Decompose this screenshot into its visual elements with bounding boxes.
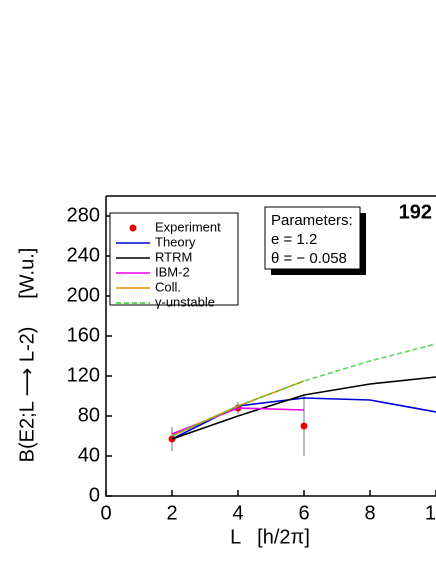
x-tick-label: 10 [425, 502, 436, 524]
y-tick-label: 80 [78, 404, 100, 426]
x-tick-label: 0 [100, 502, 111, 524]
legend-label: γ-unstable [155, 294, 215, 309]
axes [105, 196, 436, 497]
y-tick-label: 200 [67, 284, 100, 306]
x-tick-label: 6 [298, 502, 309, 524]
legend-label: Coll. [155, 279, 181, 294]
legend-label: Theory [155, 234, 196, 249]
x-tick-label: 4 [232, 502, 243, 524]
param-box [264, 206, 361, 270]
y-tick-label: 0 [89, 484, 100, 506]
param-text: Parameters: [271, 212, 353, 229]
x-tick-label: 2 [166, 502, 177, 524]
y-tick-label: 40 [78, 444, 100, 466]
y-tick-label: 160 [67, 324, 100, 346]
y-tick-label: 240 [67, 244, 100, 266]
legend-label: RTRM [155, 249, 192, 264]
data-point [300, 422, 308, 430]
legend-symbol [129, 224, 137, 232]
legend-label: Experiment [155, 219, 221, 234]
legend-label: IBM-2 [155, 264, 190, 279]
param-text: θ = − 0.058 [271, 250, 347, 267]
param-text: e = 1.2 [271, 231, 317, 248]
line-series [171, 343, 436, 437]
x-axis-label: L [h/2π] [230, 526, 310, 548]
y-tick-label: 120 [67, 364, 100, 386]
y-axis-label: B(E2;L ⟶ L-2) [W.u.] [16, 248, 38, 463]
annotation: 192 [399, 201, 432, 223]
y-tick-label: 280 [67, 204, 100, 226]
line-series [171, 376, 436, 440]
x-tick-label: 8 [364, 502, 375, 524]
